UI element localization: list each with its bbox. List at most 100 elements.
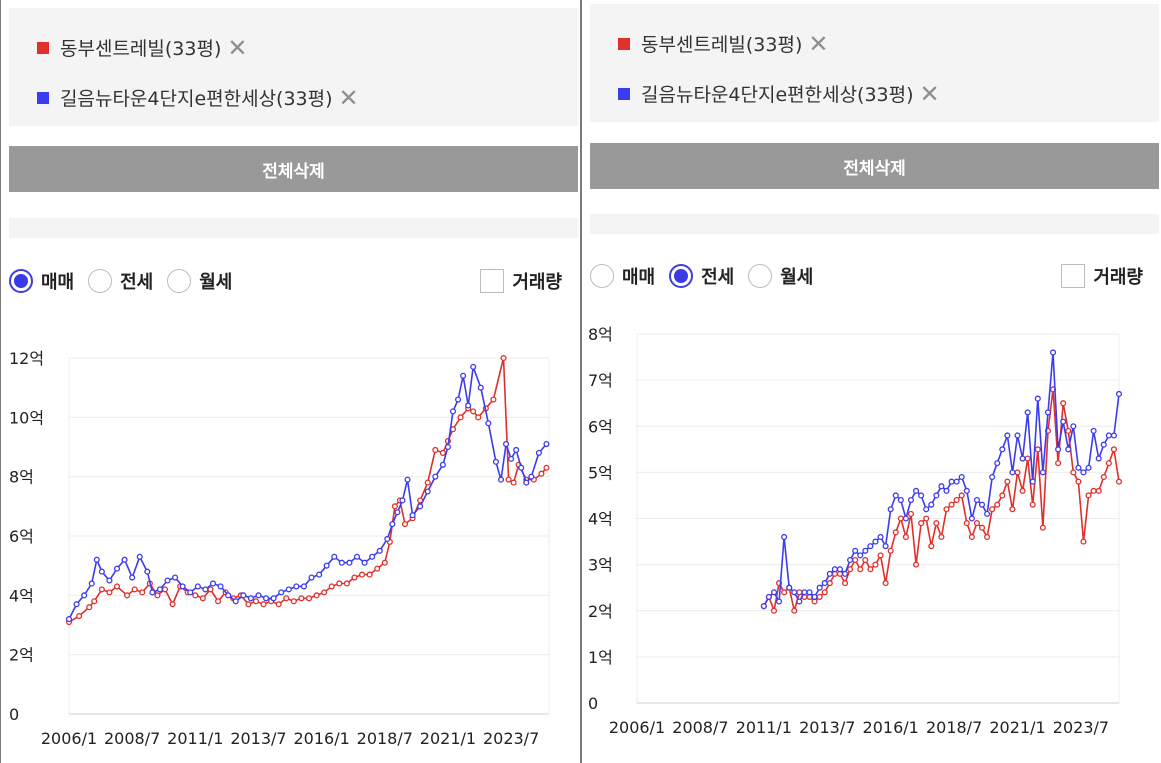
- radio-circle-checked[interactable]: [9, 269, 33, 293]
- data-point: [260, 601, 267, 608]
- x-tick-label: 2006/1: [609, 718, 665, 737]
- y-tick-label: 6억: [9, 527, 34, 546]
- data-point: [81, 592, 88, 599]
- data-point: [510, 479, 517, 486]
- legend-label: 동부센트레빌(33평): [641, 34, 803, 56]
- data-point: [872, 538, 879, 545]
- radio-sale[interactable]: 매매: [9, 268, 74, 294]
- data-point: [776, 598, 783, 605]
- radio-label: 매매: [41, 272, 75, 293]
- x-tick-label: 2011/1: [167, 729, 223, 748]
- data-point: [984, 510, 991, 517]
- data-point: [455, 396, 462, 403]
- data-point: [323, 562, 330, 569]
- chart-panel-jeonse: 동부센트레빌(33평) ✕ 길음뉴타운4단지e편한세상(33평) ✕ 전체삭제 …: [581, 0, 1161, 763]
- checkbox-label: 거래량: [1093, 267, 1143, 288]
- data-point: [477, 384, 484, 391]
- x-tick-label: 2018/7: [357, 729, 413, 748]
- radio-sale[interactable]: 매매: [590, 263, 655, 289]
- radio-circle[interactable]: [748, 264, 773, 288]
- volume-checkbox[interactable]: 거래량: [1061, 263, 1143, 289]
- data-point: [470, 363, 477, 370]
- data-point: [938, 483, 945, 490]
- data-point: [470, 408, 477, 415]
- checkbox-box[interactable]: [480, 269, 505, 293]
- data-point: [1034, 395, 1041, 402]
- delete-all-button[interactable]: 전체삭제: [590, 143, 1159, 189]
- data-point: [513, 446, 520, 454]
- data-point: [391, 503, 398, 510]
- remove-icon[interactable]: ✕: [919, 79, 940, 108]
- data-point: [399, 497, 406, 504]
- data-point: [1055, 460, 1062, 467]
- data-point: [847, 566, 854, 573]
- y-tick-label: 2억: [588, 602, 613, 621]
- data-point: [98, 586, 105, 593]
- data-point: [457, 414, 464, 421]
- radio-jeonse[interactable]: 전세: [88, 268, 153, 294]
- selected-apartments-legend: 동부센트레빌(33평) ✕ 길음뉴타운4단지e편한세상(33평) ✕: [590, 4, 1159, 122]
- data-point: [1090, 427, 1097, 434]
- y-tick-label: 0: [588, 694, 598, 713]
- data-point: [161, 586, 169, 593]
- data-point: [963, 520, 970, 527]
- legend-label: 길음뉴타운4단지e편한세상(33평): [641, 84, 914, 106]
- data-point: [882, 543, 889, 550]
- x-tick-label: 2008/7: [672, 718, 728, 737]
- data-point: [796, 589, 803, 596]
- data-point: [444, 443, 451, 451]
- radio-circle[interactable]: [88, 269, 113, 293]
- delete-all-button[interactable]: 전체삭제: [9, 146, 578, 192]
- data-point: [1085, 492, 1092, 499]
- gridlines: [637, 333, 1119, 704]
- volume-checkbox[interactable]: 거래량: [480, 268, 562, 294]
- divider-strip: [9, 218, 578, 238]
- data-point: [907, 510, 915, 517]
- radio-jeonse[interactable]: 전세: [669, 263, 734, 289]
- remove-icon[interactable]: ✕: [338, 83, 359, 112]
- radio-monthly-rent[interactable]: 월세: [167, 268, 232, 294]
- x-tick-label: 2016/1: [863, 718, 919, 737]
- data-point: [984, 533, 991, 540]
- x-tick-label: 2018/7: [926, 718, 982, 737]
- radio-circle[interactable]: [590, 264, 614, 288]
- data-point: [247, 595, 254, 602]
- data-point: [887, 506, 894, 513]
- data-point: [811, 593, 818, 600]
- radio-circle[interactable]: [167, 269, 192, 293]
- remove-icon[interactable]: ✕: [227, 33, 248, 62]
- data-point: [492, 458, 499, 465]
- data-point: [366, 571, 373, 578]
- data-point: [826, 570, 833, 577]
- data-point: [938, 533, 945, 540]
- data-point: [796, 598, 803, 605]
- data-point: [968, 533, 975, 540]
- data-point: [968, 515, 975, 522]
- data-point: [113, 565, 121, 572]
- data-point: [1110, 446, 1117, 453]
- legend-item-dongbu: 동부센트레빌(33평) ✕: [618, 30, 828, 57]
- radio-monthly-rent[interactable]: 월세: [748, 263, 813, 289]
- data-point: [346, 559, 353, 566]
- data-point: [918, 520, 925, 527]
- checkbox-box[interactable]: [1061, 264, 1086, 288]
- data-point: [1105, 432, 1112, 439]
- x-tick-label: 2006/1: [41, 729, 97, 748]
- data-point: [801, 589, 808, 596]
- data-point: [293, 583, 300, 590]
- data-point: [781, 589, 788, 596]
- data-point: [1100, 473, 1107, 481]
- data-point: [1019, 455, 1026, 462]
- radio-circle-checked[interactable]: [669, 264, 694, 288]
- x-tick-label: 2023/7: [1053, 718, 1109, 737]
- data-point: [882, 580, 889, 587]
- chart-panel-sale: 동부센트레빌(33평) ✕ 길음뉴타운4단지e편한세상(33평) ✕ 전체삭제 …: [0, 0, 581, 763]
- x-tick-label: 2023/7: [483, 729, 539, 748]
- data-point: [1009, 506, 1016, 513]
- data-point: [1100, 441, 1107, 448]
- data-point: [252, 598, 259, 605]
- data-point: [1019, 487, 1026, 494]
- data-point: [209, 580, 217, 587]
- remove-icon[interactable]: ✕: [808, 29, 829, 58]
- series-line: [68, 366, 548, 620]
